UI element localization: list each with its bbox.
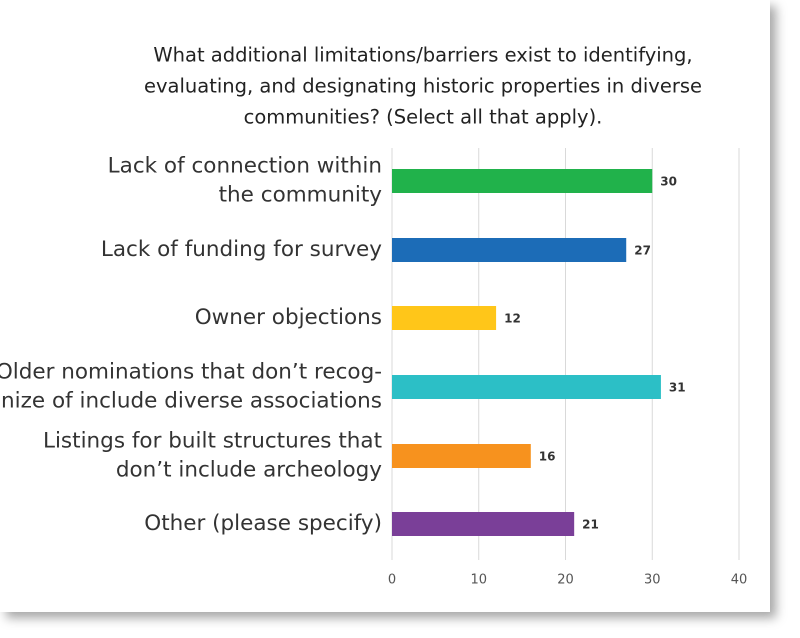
y-tick-label: Other (please specify) (144, 511, 382, 536)
card (0, 0, 770, 612)
value-label: 27 (634, 244, 651, 258)
y-tick-label: Listings for built structures that (43, 429, 382, 454)
chart-title: evaluating, and designating historic pro… (144, 75, 702, 98)
x-tick-label: 20 (557, 573, 574, 588)
value-label: 30 (660, 175, 677, 189)
y-tick-label: Lack of funding for survey (101, 237, 382, 262)
y-tick-label: Older nominations that don’t recog- (0, 360, 382, 385)
y-tick-label: don’t include archeology (116, 458, 382, 483)
y-tick-label: Owner objections (195, 305, 382, 330)
value-label: 21 (582, 518, 599, 532)
value-label: 31 (669, 381, 686, 395)
bar (392, 306, 497, 330)
x-tick-label: 10 (470, 573, 487, 588)
chart-title: What additional limitations/barriers exi… (153, 44, 692, 67)
x-tick-label: 0 (388, 573, 396, 588)
bar (392, 375, 661, 399)
bar (392, 169, 653, 193)
bar (392, 238, 627, 262)
value-label: 16 (539, 450, 556, 464)
chart-title: communities? (Select all that apply). (244, 106, 603, 129)
value-label: 12 (504, 312, 521, 326)
y-tick-label: Lack of connection within (108, 154, 382, 179)
x-tick-label: 30 (644, 573, 661, 588)
bar (392, 512, 575, 536)
y-tick-label: the community (219, 183, 383, 208)
bar (392, 444, 531, 468)
x-tick-label: 40 (731, 573, 748, 588)
y-tick-label: nize of include diverse associations (1, 389, 382, 414)
